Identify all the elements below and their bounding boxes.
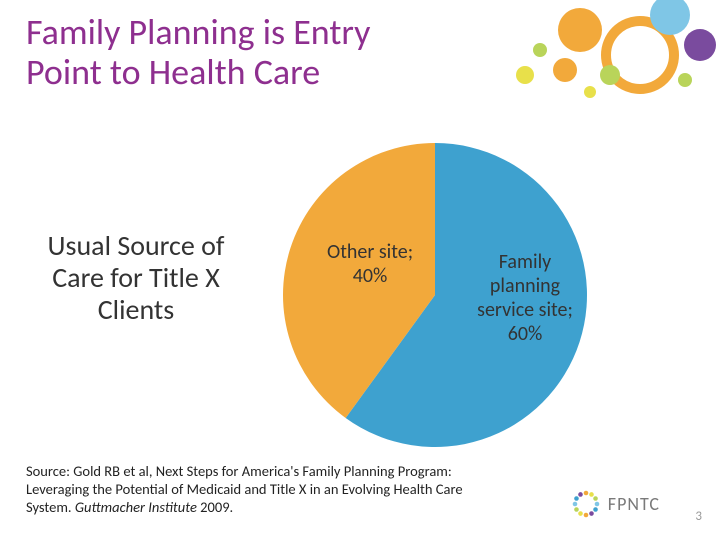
pie-chart: Family planning service site; 60% Other s… [280,140,590,450]
page-number: 3 [695,509,702,524]
logo-dot [593,507,598,512]
decor-circle [684,29,716,61]
decor-circle [558,8,602,52]
chart-subtitle: Usual Source of Care for Title X Clients [26,230,246,327]
decor-circle [600,65,620,85]
decor-circle [533,43,547,57]
decor-circle [516,66,534,84]
corner-decoration [470,0,720,100]
source-italic: Guttmacher Institute [75,498,200,516]
logo-dot [593,496,598,501]
logo-dot [578,492,583,497]
pie-slice-label: Other site; 40% [310,240,430,288]
source-citation: Source: Gold RB et al, Next Steps for Am… [26,462,506,516]
logo-dot [574,496,579,501]
logo-dot [583,513,588,518]
decor-circle [678,73,692,87]
pie-slice-label: Family planning service site; 60% [465,250,585,346]
logo-dot [583,491,588,496]
decor-circle [553,58,577,82]
logo-dot [574,507,579,512]
logo-dot [594,502,599,507]
logo-dot [589,511,594,516]
logo-ring-icon [572,490,600,518]
source-year: 2009. [200,498,233,516]
logo-dot [589,492,594,497]
logo-dot [578,511,583,516]
fpntc-logo: FPNTC [572,490,660,518]
logo-dot [572,502,577,507]
slide-title: Family Planning is Entry Point to Health… [26,12,386,93]
decor-circle [584,86,596,98]
logo-text: FPNTC [608,493,660,515]
